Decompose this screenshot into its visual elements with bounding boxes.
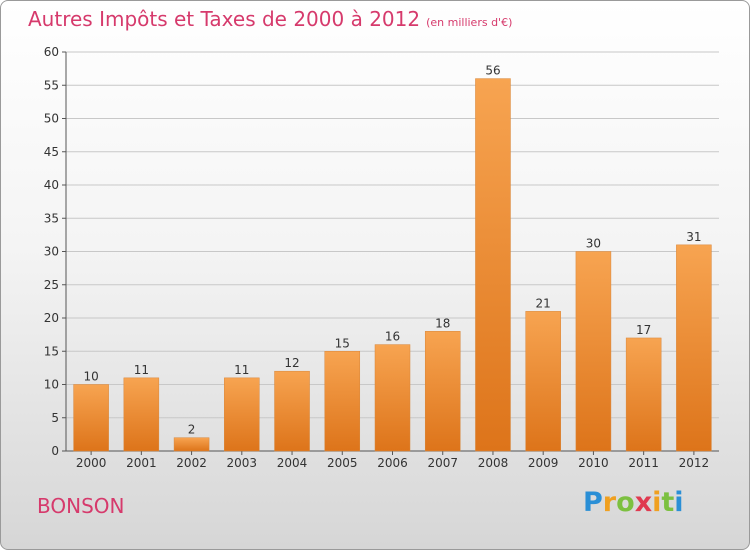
x-tick-label-2007: 2007 xyxy=(427,456,458,470)
bar-2004 xyxy=(274,370,310,452)
y-tick-label: 45 xyxy=(44,145,59,159)
value-label-2002: 2 xyxy=(188,423,196,437)
bar-2003 xyxy=(224,377,260,452)
value-label-2005: 15 xyxy=(335,336,350,350)
y-tick-label: 60 xyxy=(44,45,59,59)
bar-2012 xyxy=(676,244,712,452)
bars xyxy=(73,78,712,452)
x-tick-label-2004: 2004 xyxy=(277,456,308,470)
value-labels: 10 11 2 11 12 15 16 18 56 21 30 17 31 xyxy=(83,64,701,437)
logo-letter: i xyxy=(674,487,684,518)
x-tick-label-2012: 2012 xyxy=(679,456,710,470)
x-tick-label-2006: 2006 xyxy=(377,456,408,470)
value-label-2010: 30 xyxy=(586,237,601,251)
value-label-2012: 31 xyxy=(686,230,701,244)
y-tick-label: 50 xyxy=(44,112,59,126)
y-tick-label: 35 xyxy=(44,211,59,225)
logo-letter: o xyxy=(616,487,635,518)
bar-2000 xyxy=(73,384,109,452)
logo-letter: i xyxy=(652,487,662,518)
value-label-2003: 11 xyxy=(234,363,249,377)
y-tick-label: 25 xyxy=(44,278,59,292)
value-label-2009: 21 xyxy=(536,296,551,310)
bar-2009 xyxy=(525,311,561,452)
logo-letter: r xyxy=(602,487,617,518)
y-tick-label: 15 xyxy=(44,344,59,358)
y-tick-label: 55 xyxy=(44,78,59,92)
value-label-2006: 16 xyxy=(385,330,400,344)
bar-2007 xyxy=(424,331,461,452)
bar-2011 xyxy=(625,337,662,452)
y-tick-label: 5 xyxy=(51,411,59,425)
x-tick-label-2010: 2010 xyxy=(578,456,609,470)
x-tick-label-2011: 2011 xyxy=(628,456,659,470)
value-label-2004: 12 xyxy=(284,356,299,370)
proxiti-logo: Proxiti xyxy=(583,487,684,518)
x-tick-label-2009: 2009 xyxy=(528,456,559,470)
logo-letter: P xyxy=(583,487,603,518)
commune-name: BONSON xyxy=(37,494,125,518)
y-tick-label: 30 xyxy=(44,245,59,259)
logo-letter: t xyxy=(661,487,675,518)
y-axis: 0 5 10 15 20 25 30 35 40 45 50 55 60 xyxy=(44,45,67,458)
y-tick-label: 20 xyxy=(44,311,59,325)
value-label-2011: 17 xyxy=(636,323,651,337)
logo-letter: x xyxy=(634,487,653,518)
x-tick-label-2008: 2008 xyxy=(478,456,509,470)
value-label-2001: 11 xyxy=(134,363,149,377)
value-label-2000: 10 xyxy=(83,370,98,384)
y-tick-label: 10 xyxy=(44,378,59,392)
x-tick-label-2001: 2001 xyxy=(126,456,157,470)
bar-2005 xyxy=(324,351,361,452)
x-tick-label-2002: 2002 xyxy=(176,456,207,470)
title-row: Autres Impôts et Taxes de 2000 à 2012 (en… xyxy=(28,7,512,31)
y-tick-label: 0 xyxy=(51,444,59,458)
value-label-2007: 18 xyxy=(435,316,450,330)
x-tick-label-2003: 2003 xyxy=(227,456,258,470)
bar-2010 xyxy=(575,251,612,452)
bar-2002 xyxy=(173,437,210,452)
bar-2008 xyxy=(475,78,511,452)
chart-subtitle: (en milliers d'€) xyxy=(426,16,513,29)
x-tick-label-2005: 2005 xyxy=(327,456,358,470)
chart-title: Autres Impôts et Taxes de 2000 à 2012 xyxy=(28,7,421,31)
y-tick-label: 40 xyxy=(44,178,59,192)
x-tick-label-2000: 2000 xyxy=(76,456,107,470)
value-label-2008: 56 xyxy=(485,64,500,78)
bar-2006 xyxy=(374,344,411,452)
x-axis: 2000 2001 2002 2003 2004 2005 2006 2007 2008 2009… xyxy=(66,450,719,470)
bar-2001 xyxy=(123,377,160,452)
